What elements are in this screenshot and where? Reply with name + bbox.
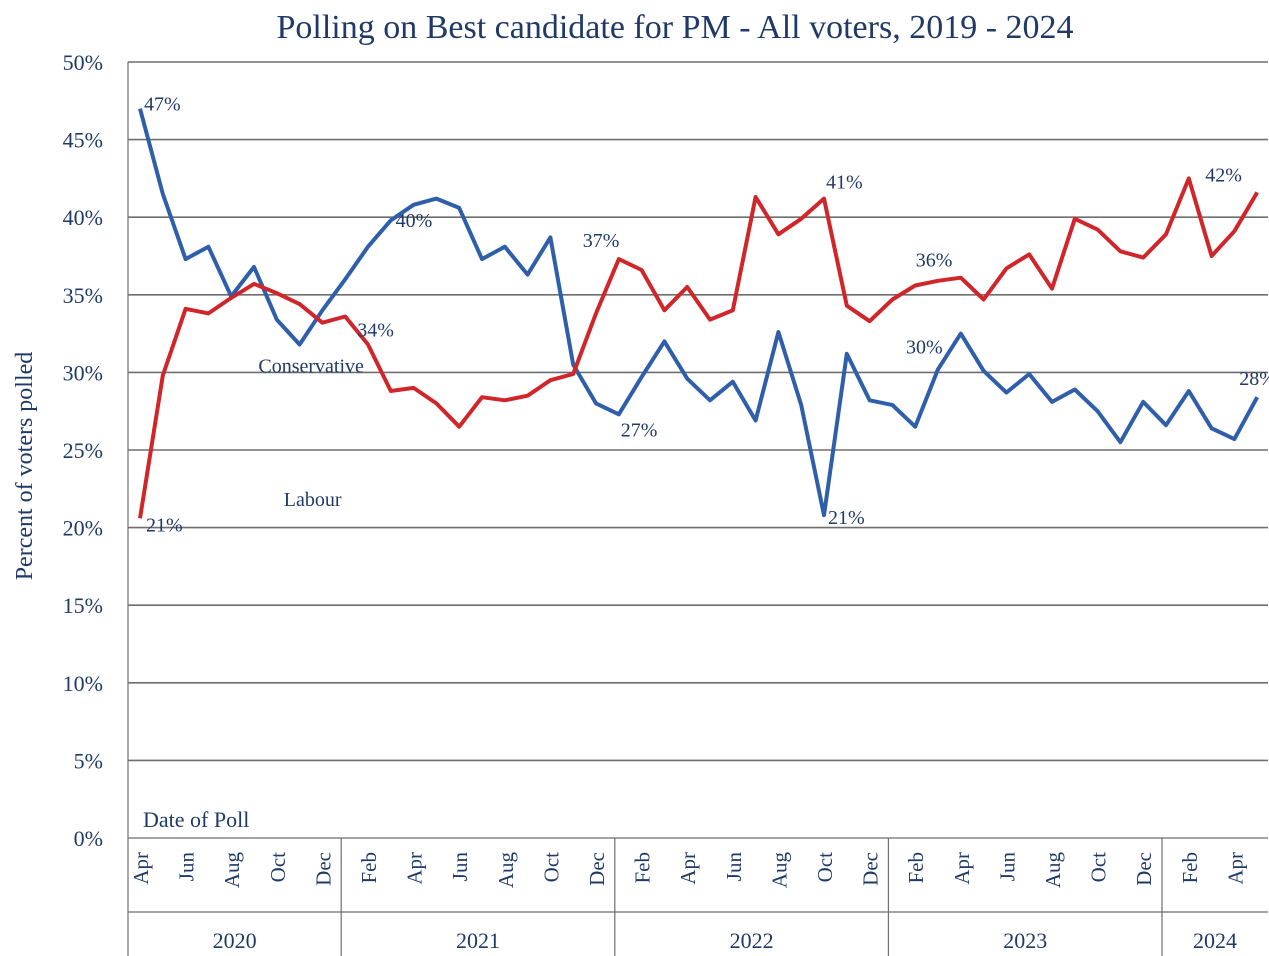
x-month-label: Feb [357,852,381,884]
data-label: 36% [916,250,953,272]
x-month-label: Aug [494,852,518,889]
x-year-label: 2024 [1193,928,1237,953]
y-tick-label: 25% [63,438,103,463]
data-label: 41% [826,172,863,194]
x-year-label: 2020 [213,928,257,953]
x-year-label: 2023 [1003,928,1047,953]
series-name-label: Conservative [258,355,364,377]
x-month-label: Dec [311,852,335,886]
x-month-label: Jun [995,852,1019,882]
x-axis-label: Date of Poll [143,807,249,832]
x-year-label: 2021 [456,928,500,953]
x-axis: Apr Jun Aug Oct Dec Feb Apr Jun Aug Oct Dec Feb Apr J… [128,838,1268,956]
y-axis-label: Percent of voters polled [12,352,38,581]
data-label: 21% [828,507,865,529]
x-month-label: Oct [266,852,290,882]
x-month-label: Feb [1178,852,1202,884]
y-tick-label: 35% [63,283,103,308]
series-lines [138,108,1259,519]
data-label: 30% [906,336,943,358]
x-month-label: Jun [722,852,746,882]
x-month-label: Oct [539,852,563,882]
x-month-label: Oct [1087,852,1111,882]
x-month-label: Dec [585,852,609,886]
gridlines [127,61,1268,956]
y-tick-label: 40% [63,205,103,230]
x-month-label: Dec [859,852,883,886]
data-label: 27% [621,419,658,441]
y-axis-tick-labels: 0% 5% 10% 15% 20% 25% 30% 35% 40% 45% 50% [63,50,103,851]
x-month-label: Jun [175,852,199,882]
data-label: 28% [1239,368,1269,390]
y-tick-label: 10% [63,671,103,696]
x-month-label: Apr [676,852,700,885]
x-month-label: Dec [1132,852,1156,886]
x-year-label: 2022 [730,928,774,953]
x-month-label: Aug [220,852,244,889]
series-line-labour [138,176,1259,519]
series-name-label: Labour [284,489,342,511]
y-tick-label: 0% [74,826,103,851]
x-month-label: Aug [1041,852,1065,889]
y-tick-label: 15% [63,593,103,618]
data-label: 21% [146,514,183,536]
chart-title: Polling on Best candidate for PM - All v… [276,9,1073,46]
x-month-label: Apr [1223,852,1247,885]
data-label: 47% [144,94,181,116]
data-label: 40% [396,210,433,232]
data-label: 34% [357,320,394,342]
x-month-label: Oct [813,852,837,882]
x-month-label: Apr [950,852,974,885]
x-month-label: Apr [129,852,153,885]
x-month-label: Apr [403,852,427,885]
y-tick-label: 45% [63,128,103,153]
data-label: 37% [583,230,620,252]
x-month-label: Feb [631,852,655,884]
y-tick-label: 30% [63,360,103,385]
y-tick-label: 50% [63,50,103,75]
y-tick-label: 5% [74,748,103,773]
x-month-label: Jun [448,852,472,882]
x-month-label: Feb [904,852,928,884]
data-label: 42% [1205,164,1242,186]
data-labels: Conservative Labour 47% 40% 27% 21% 30% 28% 21% 3… [144,94,1269,537]
x-month-label: Aug [767,852,791,889]
y-tick-label: 20% [63,516,103,541]
series-line-conservative [138,108,1259,518]
